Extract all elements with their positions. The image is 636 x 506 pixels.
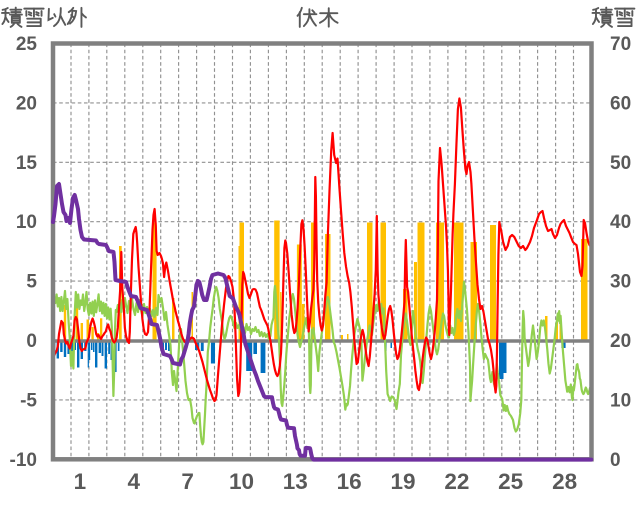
svg-text:40: 40 (610, 212, 631, 233)
svg-text:50: 50 (610, 153, 631, 174)
svg-text:20: 20 (610, 331, 631, 352)
svg-text:1: 1 (74, 469, 87, 494)
svg-text:10: 10 (229, 469, 254, 494)
svg-text:15: 15 (16, 153, 38, 174)
svg-text:-5: -5 (20, 390, 37, 411)
svg-text:5: 5 (26, 272, 37, 293)
svg-text:4: 4 (128, 469, 141, 494)
svg-text:13: 13 (283, 469, 308, 494)
svg-text:22: 22 (444, 469, 469, 494)
svg-text:10: 10 (610, 390, 631, 411)
svg-text:60: 60 (610, 93, 631, 114)
svg-text:25: 25 (498, 469, 523, 494)
svg-text:0: 0 (26, 331, 37, 352)
svg-text:-10: -10 (10, 450, 37, 471)
svg-text:16: 16 (337, 469, 362, 494)
svg-text:7: 7 (181, 469, 194, 494)
svg-text:28: 28 (552, 469, 577, 494)
svg-text:30: 30 (610, 272, 631, 293)
svg-text:19: 19 (390, 469, 415, 494)
svg-text:10: 10 (16, 212, 37, 233)
svg-text:20: 20 (16, 93, 37, 114)
svg-text:25: 25 (16, 34, 38, 55)
svg-text:0: 0 (610, 450, 621, 471)
svg-text:70: 70 (610, 34, 631, 55)
